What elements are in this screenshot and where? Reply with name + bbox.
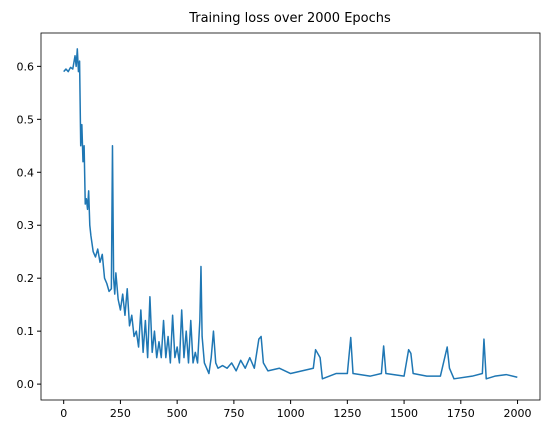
y-tick-label: 0.3 [17, 219, 35, 232]
x-tick-label: 1500 [390, 407, 418, 420]
x-tick-label: 1000 [277, 407, 305, 420]
x-tick-label: 1250 [333, 407, 361, 420]
x-tick-label: 0 [60, 407, 67, 420]
y-tick-label: 0.0 [17, 378, 35, 391]
x-tick-label: 750 [223, 407, 244, 420]
x-tick-label: 2000 [504, 407, 532, 420]
y-tick-label: 0.5 [17, 113, 35, 126]
chart-title: Training loss over 2000 Epochs [188, 11, 391, 26]
y-tick-label: 0.4 [17, 166, 35, 179]
axes-frame [40, 32, 541, 401]
x-tick-label: 500 [167, 407, 188, 420]
y-tick-label: 0.1 [17, 325, 35, 338]
loss-line [63, 48, 518, 380]
x-tick-label: 250 [110, 407, 131, 420]
y-tick-label: 0.6 [17, 60, 35, 73]
x-tick-label: 1750 [447, 407, 475, 420]
y-tick-label: 0.2 [17, 272, 35, 285]
